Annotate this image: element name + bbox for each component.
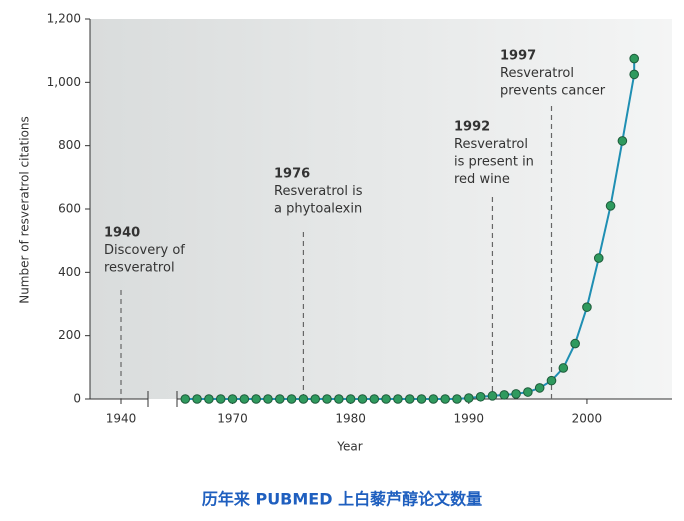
y-tick-label: 400 [58, 265, 81, 279]
data-point [381, 394, 391, 404]
data-point [617, 136, 628, 146]
data-point [192, 394, 202, 404]
data-point [345, 394, 356, 404]
annotation-text: a phytoalexin [274, 202, 362, 217]
data-point [605, 201, 616, 211]
y-tick-label: 1,200 [47, 12, 81, 26]
data-point [452, 394, 462, 404]
data-point [546, 375, 557, 386]
annotation-text: is present in [454, 155, 534, 170]
data-point [475, 391, 486, 402]
x-tick-label: 2000 [572, 412, 603, 426]
data-point [357, 394, 368, 404]
data-point [629, 69, 639, 80]
x-tick-label: 1940 [106, 412, 137, 426]
annotation-text: resveratrol [104, 261, 175, 276]
data-point [286, 394, 297, 404]
annotation-year: 1997 [500, 49, 536, 64]
data-point [511, 389, 521, 399]
annotation-text: Resveratrol is [274, 184, 363, 199]
data-point [180, 394, 191, 404]
data-point [440, 394, 450, 404]
data-point [215, 394, 226, 404]
data-point [369, 394, 380, 404]
data-point [487, 391, 498, 401]
data-point [534, 383, 545, 393]
data-point [263, 394, 273, 404]
data-point [593, 253, 604, 263]
y-tick-label: 800 [58, 138, 81, 152]
y-tick-label: 600 [58, 202, 81, 216]
data-point [416, 394, 427, 404]
annotation-text: Resveratrol [454, 137, 528, 152]
data-point [227, 394, 238, 404]
x-tick-label: 1990 [454, 412, 485, 426]
annotation-year: 1992 [454, 120, 490, 135]
annotation-text: red wine [454, 172, 510, 187]
data-point [239, 394, 250, 404]
data-point [629, 53, 639, 64]
data-point [404, 394, 415, 404]
annotation-year: 1976 [274, 167, 310, 182]
annotation-text: Resveratrol [500, 66, 574, 81]
series-line [185, 58, 636, 400]
annotation-text: Discovery of [104, 243, 185, 258]
caption: 历年来 PUBMED 上白藜芦醇论文数量 [202, 490, 482, 509]
annotation-year: 1940 [104, 226, 140, 241]
annotation-text: prevents cancer [500, 84, 606, 99]
y-axis-title: Number of resveratrol citations [18, 116, 32, 304]
y-tick-label: 0 [73, 392, 81, 406]
data-point [393, 394, 403, 404]
data-point [310, 394, 321, 404]
y-tick-label: 1,000 [47, 75, 81, 89]
data-point [523, 387, 533, 397]
data-point [582, 302, 592, 312]
data-point [499, 390, 510, 400]
data-point [298, 394, 309, 404]
data-point [570, 338, 580, 349]
data-point [204, 394, 214, 404]
x-tick-label: 1980 [335, 412, 366, 426]
data-point [558, 363, 569, 373]
data-point [334, 394, 344, 404]
data-point [274, 394, 285, 404]
y-tick-label: 200 [58, 328, 81, 342]
x-tick-label: 1970 [217, 412, 248, 426]
plot-background [90, 19, 672, 399]
data-point [251, 394, 261, 404]
data-point [428, 394, 439, 404]
data-point [322, 394, 332, 404]
data-point [464, 393, 474, 403]
x-axis-title: Year [336, 440, 362, 454]
